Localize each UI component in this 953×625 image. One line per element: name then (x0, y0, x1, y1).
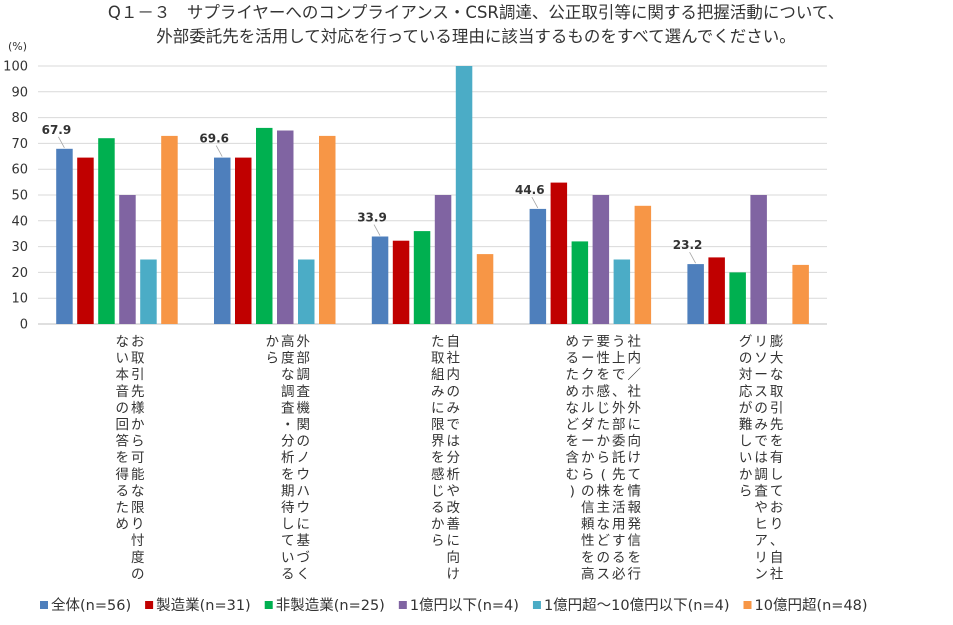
bar-s2-c2 (413, 231, 431, 324)
category-label: 膨大な取引先を有しており、自社 (770, 334, 784, 582)
chart-title-line-2: 外部委託先を活用して対応を行っている理由に該当するものをすべて選んでください。 (156, 27, 796, 46)
bar-s3-c3 (592, 195, 610, 324)
bar-s0-c4 (687, 264, 704, 324)
category-label: う上で、外部委託先を活用する必 (612, 334, 626, 582)
legend-swatch (532, 601, 541, 609)
y-tick-label: 70 (11, 137, 28, 152)
bar-s1-c0 (77, 157, 94, 324)
legend: 全体(n=56) 製造業(n=31) 非製造業(n=25) 1億円以下(n=4) 1億円… (40, 596, 868, 614)
category-label: 社内／社外に向けて情報発信を行 (628, 334, 642, 582)
bar-s5-c3 (634, 205, 652, 324)
bar-s1-c2 (392, 240, 410, 324)
y-tick-label: 80 (11, 111, 28, 126)
legend-label: 1億円超～10億円以下(n=4) (544, 597, 730, 614)
category-label: 外部調査機関のノウハウに基づく (296, 334, 310, 582)
legend-label: 非製造業(n=25) (276, 597, 385, 614)
bar-s5-c0 (161, 135, 178, 324)
chart-title-line-1: Q１－３ サプライヤーへのコンプライアンス・CSR調達、公正取引等に関する把握活… (108, 3, 844, 22)
category-label: 高度な調査・分析を期待している (281, 333, 295, 582)
bar-s3-c4 (750, 195, 767, 324)
bar-s3-c2 (434, 195, 452, 324)
bar-s5-c2 (476, 254, 494, 324)
bar-s4-c1 (298, 259, 315, 324)
bar-s0-c2 (371, 236, 389, 324)
bars (56, 66, 809, 325)
data-label-leader (531, 196, 539, 209)
category-label: 要性を感じたから(株主などのス (597, 334, 611, 582)
legend-swatch (145, 601, 154, 609)
bar-s0-c3 (529, 208, 547, 324)
data-label: 67.9 (42, 123, 72, 137)
legend-label: 製造業(n=31) (156, 597, 251, 614)
y-tick-label: 90 (11, 85, 28, 100)
bar-s4-c0 (140, 259, 157, 324)
data-label-leader (58, 136, 65, 149)
category-label: めるためなどを含む) (566, 334, 580, 499)
bar-s0-c1 (214, 157, 231, 324)
y-tick-label: 0 (20, 318, 28, 333)
bar-s4-c3 (613, 259, 631, 324)
bar-s1-c4 (708, 257, 725, 324)
data-label: 69.6 (199, 132, 229, 146)
legend-swatch (743, 601, 752, 609)
y-tick-label: 10 (11, 292, 28, 307)
y-tick-label: 50 (11, 189, 28, 204)
bar-s2-c1 (256, 127, 273, 325)
legend-label: 全体(n=56) (51, 596, 131, 614)
data-label: 33.9 (357, 211, 387, 225)
bar-s2-c3 (571, 241, 589, 324)
bar-s2-c0 (98, 138, 115, 324)
bar-s3-c0 (119, 195, 136, 324)
bar-s4-c2 (455, 66, 473, 324)
y-axis-ticks: 0 10 20 30 40 50 60 70 80 90 100 (3, 60, 28, 333)
bar-s1-c3 (550, 182, 568, 324)
bar-s0-c0 (56, 148, 73, 324)
y-axis-unit: (%) (8, 40, 27, 53)
legend-label: 10億円超(n=48) (755, 597, 868, 614)
category-label: グの対応が難しいから (739, 334, 753, 499)
data-label-leader (373, 224, 381, 236)
bar-s5-c1 (319, 135, 336, 324)
data-labels: 67.9 69.6 33.9 44.6 23.2 (42, 123, 703, 264)
category-label: た取組みに限界を感じるから (431, 334, 445, 549)
y-tick-label: 40 (11, 214, 28, 229)
bar-s3-c1 (277, 130, 294, 324)
data-label-leader (215, 145, 223, 157)
category-label: 自社内のみでは分析や改善に向け (447, 334, 461, 582)
category-label: リソースのみでは調査やヒアリン (754, 334, 768, 582)
bar-s5-c4 (792, 264, 809, 324)
legend-label: 1億円以下(n=4) (410, 597, 519, 614)
category-label: ない本音の回答を得るため (115, 334, 129, 533)
y-tick-label: 100 (3, 60, 28, 75)
data-label-leader (689, 251, 696, 264)
data-label: 23.2 (673, 238, 703, 252)
y-tick-label: 60 (11, 163, 28, 178)
legend-swatch (264, 601, 273, 609)
data-label: 44.6 (515, 183, 545, 197)
category-label: テークホルダーからの信頼性を高 (581, 334, 595, 582)
y-tick-label: 20 (11, 266, 28, 281)
bar-s2-c4 (729, 272, 746, 324)
bar-s1-c1 (235, 157, 252, 324)
y-tick-label: 30 (11, 240, 28, 255)
legend-swatch (398, 601, 407, 609)
category-label: お取引先様から可能な限り忖度の (131, 334, 145, 582)
category-label: から (265, 334, 279, 367)
legend-swatch (40, 601, 48, 609)
